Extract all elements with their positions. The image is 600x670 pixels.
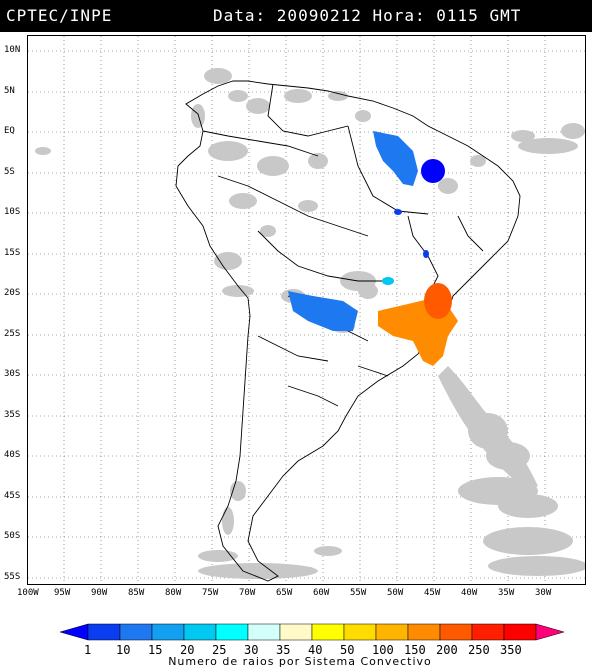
lon-label: 30W [535, 588, 552, 598]
color-legend [0, 620, 600, 670]
legend-label: 1 [84, 643, 92, 657]
lon-label: 55W [350, 588, 367, 598]
lat-label: 10S [4, 207, 21, 217]
legend-swatch [151, 623, 185, 641]
legend-swatch [343, 623, 377, 641]
legend-label: 25 [212, 643, 227, 657]
lat-label: 5N [4, 85, 15, 96]
lon-label: 60W [313, 588, 330, 598]
header-bar: CPTEC/INPE Data: 20090212 Hora: 0115 GMT [0, 0, 592, 32]
legend-swatch [215, 623, 249, 641]
lon-label: 95W [54, 588, 71, 598]
legend-swatch [407, 623, 441, 641]
legend-swatch [183, 623, 217, 641]
legend-swatch [279, 623, 313, 641]
legend-swatch [439, 623, 473, 641]
legend-title: Numero de raios por Sistema Convectivo [168, 655, 432, 668]
lon-label: 70W [239, 588, 256, 598]
lat-label: 40S [4, 450, 21, 460]
legend-label: 20 [180, 643, 195, 657]
lon-label: 90W [91, 588, 108, 598]
map-frame [27, 35, 586, 585]
legend-label: 200 [436, 643, 458, 657]
legend-swatch [247, 623, 281, 641]
lon-label: 40W [461, 588, 478, 598]
lon-label: 75W [202, 588, 219, 598]
lat-label: 5S [4, 166, 15, 177]
lat-label: 15S [4, 247, 21, 258]
convective-systems [288, 131, 458, 366]
lat-label: 10N [4, 45, 21, 55]
lat-label: 25S [4, 328, 21, 339]
lat-label: EQ [4, 126, 15, 136]
legend-swatch [87, 623, 121, 641]
coastline [175, 80, 521, 582]
lat-label: 30S [4, 369, 21, 379]
legend-label: 250 [468, 643, 490, 657]
map-canvas [28, 36, 585, 584]
legend-arrow-high [535, 623, 565, 641]
legend-label: 100 [372, 643, 394, 657]
date-time: Data: 20090212 Hora: 0115 GMT [213, 6, 522, 25]
legend-arrow-low [59, 623, 89, 641]
lat-label: 35S [4, 409, 21, 420]
legend-swatch [375, 623, 409, 641]
lon-label: 80W [165, 588, 182, 598]
lon-label: 65W [276, 588, 293, 598]
legend-label: 15 [148, 643, 163, 657]
legend-bar [59, 623, 565, 641]
lon-label: 50W [387, 588, 404, 598]
lat-label: 20S [4, 288, 21, 298]
legend-label: 150 [404, 643, 426, 657]
legend-label: 350 [500, 643, 522, 657]
cloud-cover [35, 68, 585, 579]
lon-label: 45W [424, 588, 441, 598]
legend-label: 40 [308, 643, 323, 657]
lat-label: 45S [4, 490, 21, 501]
lon-label: 85W [128, 588, 145, 598]
legend-swatch [503, 623, 537, 641]
lat-label: 55S [4, 571, 21, 582]
legend-swatch [311, 623, 345, 641]
legend-label: 10 [116, 643, 131, 657]
org-name: CPTEC/INPE [6, 6, 113, 25]
legend-swatch [119, 623, 153, 641]
lon-label: 100W [17, 588, 39, 598]
legend-label: 50 [340, 643, 355, 657]
legend-label: 35 [276, 643, 291, 657]
legend-label: 30 [244, 643, 259, 657]
lat-label: 50S [4, 531, 21, 541]
legend-swatch [471, 623, 505, 641]
lon-label: 35W [498, 588, 515, 598]
